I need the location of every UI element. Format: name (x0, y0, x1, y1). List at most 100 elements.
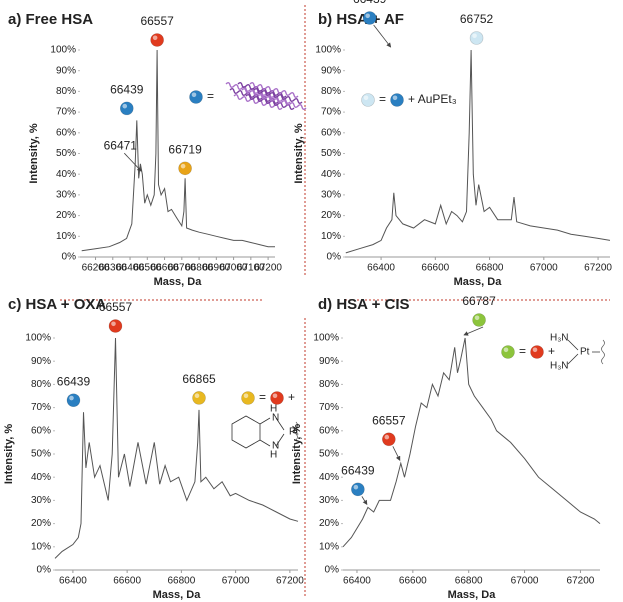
panel-title: d) HSA + CIS (318, 296, 410, 313)
y-tick-label: 50% (31, 449, 51, 460)
x-tick-label: 66400 (59, 576, 87, 587)
legend-ball (189, 90, 203, 104)
spectrum-line (54, 337, 299, 559)
peak-arrow (373, 24, 392, 48)
ball-highlight (191, 92, 197, 98)
x-axis-title: Mass, Da (448, 589, 497, 601)
x-tick-label: 66800 (185, 263, 213, 274)
x-tick-label: 67000 (222, 576, 250, 587)
peak-marker (119, 101, 134, 116)
protein-helix (249, 82, 299, 98)
y-tick-label: 50% (321, 148, 341, 159)
ball-body (351, 482, 365, 497)
ball-body (362, 11, 377, 25)
ball-highlight (111, 321, 116, 327)
legend-ball (270, 391, 284, 405)
ball-highlight (532, 347, 538, 353)
y-tick-label: 60% (31, 425, 51, 436)
x-tick-label: 66400 (343, 576, 371, 587)
y-tick-label: 20% (31, 518, 51, 529)
ball-highlight (392, 95, 398, 101)
x-tick-label: 67000 (530, 263, 558, 274)
peak-label: 66787 (462, 294, 496, 308)
legend-text: + (548, 344, 555, 358)
protein-helix (237, 82, 287, 98)
legend-ball (501, 345, 515, 359)
y-tick-label: 100% (50, 45, 76, 56)
ball-body (192, 391, 206, 405)
atom-label: H₃N (550, 361, 569, 372)
peak-label: 66557 (140, 14, 174, 28)
peak-label: 66752 (460, 12, 494, 26)
legend-ball (530, 345, 544, 359)
protein-helix (245, 94, 295, 110)
y-tick-label: 90% (319, 356, 339, 367)
y-tick-label: 20% (321, 210, 341, 221)
ball-highlight (353, 484, 359, 490)
y-tick-label: 0% (37, 565, 52, 576)
x-tick-label: 67000 (220, 263, 248, 274)
legend-ball (390, 93, 404, 107)
ball-highlight (122, 103, 128, 109)
x-tick-label: 66800 (455, 576, 483, 587)
peak-arrow (124, 152, 142, 172)
ball-highlight (152, 35, 158, 41)
ball-body (469, 31, 484, 45)
y-tick-label: 50% (319, 449, 339, 460)
ball-body (119, 101, 134, 116)
ball-body (178, 161, 192, 176)
y-tick-label: 80% (319, 379, 339, 390)
spectrum-line (342, 337, 601, 548)
ball-highlight (363, 95, 369, 101)
ball-highlight (472, 33, 477, 39)
panel: b) HSA + AF 0% 10% 20% 30% 40% 50% 60% 70% 80% 90%… (293, 0, 612, 288)
atom-label: N (272, 441, 279, 452)
protein-icon (225, 82, 307, 110)
ball-body (108, 319, 123, 333)
wavy (294, 421, 298, 441)
y-axis-title: Intensity, % (28, 123, 40, 184)
x-tick-label: 66400 (116, 263, 144, 274)
y-tick-label: 30% (31, 495, 51, 506)
x-tick-label: 66500 (133, 263, 161, 274)
ball-body (66, 393, 81, 408)
peak-marker (192, 391, 206, 405)
x-tick-label: 66600 (151, 263, 179, 274)
ball-highlight (194, 393, 200, 399)
panel: c) HSA + OXA 0% 10% 20% 30% 40% 50% 60% 70% 80% 90… (3, 296, 304, 601)
peak-marker (469, 31, 484, 45)
legend-text: = (259, 390, 266, 404)
legend-text: = (379, 92, 386, 106)
protein-helix (241, 88, 291, 104)
peak-marker (150, 33, 164, 47)
y-tick-label: 40% (321, 169, 341, 180)
y-tick-label: 0% (325, 565, 340, 576)
atom-label: H₃N (550, 333, 569, 344)
ball-highlight (503, 347, 509, 353)
ball-highlight (272, 393, 278, 399)
ball-highlight (365, 13, 370, 19)
x-tick-label: 66800 (167, 576, 195, 587)
y-tick-label: 30% (319, 495, 339, 506)
y-tick-label: 10% (31, 541, 51, 552)
y-tick-label: 70% (321, 107, 341, 118)
x-tick-label: 66400 (367, 263, 395, 274)
panel: d) HSA + CIS 0% 10% 20% 30% 40% 50% 60% 70% 80% 90… (291, 294, 605, 601)
y-tick-label: 40% (31, 472, 51, 483)
y-axis-title: Intensity, % (291, 424, 303, 485)
peak-label: 66439 (110, 83, 144, 97)
peak-marker (108, 319, 123, 333)
protein-helix (253, 88, 303, 104)
ball-body (189, 90, 203, 104)
x-tick-label: 66600 (399, 576, 427, 587)
x-tick-label: 66800 (476, 263, 504, 274)
ball-highlight (69, 395, 74, 401)
spectrum-line (345, 49, 611, 254)
ball-highlight (474, 315, 480, 321)
y-tick-label: 10% (319, 541, 339, 552)
y-tick-label: 10% (321, 231, 341, 242)
x-tick-label: 67200 (276, 576, 304, 587)
x-tick-label: 66600 (421, 263, 449, 274)
ball-body (390, 93, 404, 107)
peak-marker (351, 482, 365, 497)
